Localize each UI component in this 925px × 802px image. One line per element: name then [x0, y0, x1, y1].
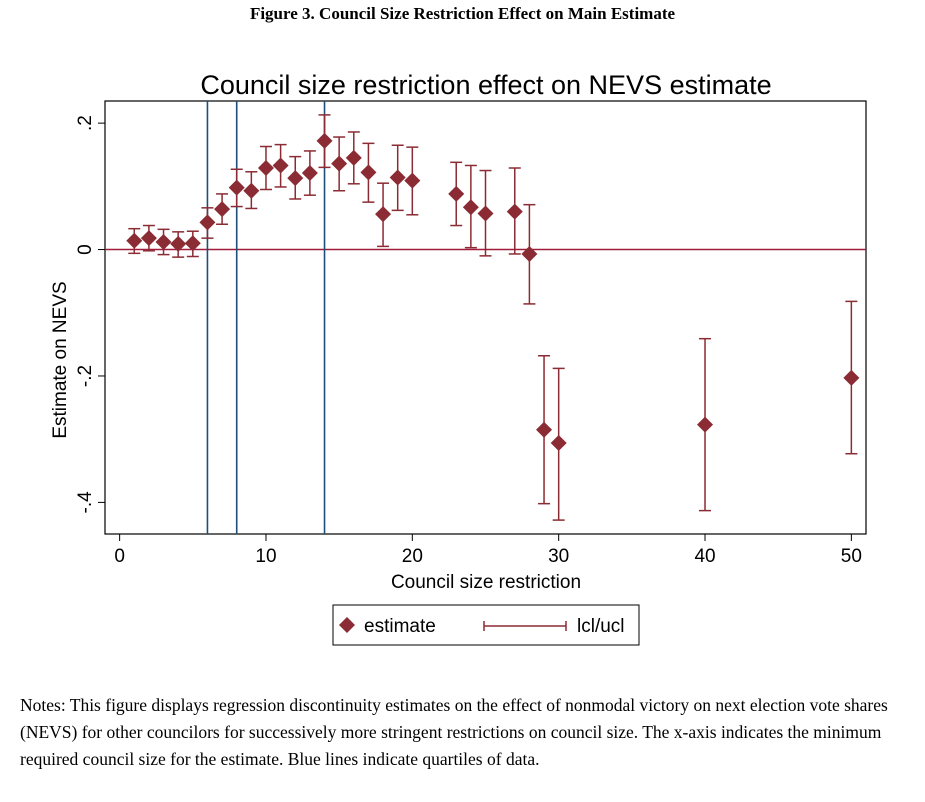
chart: Council size restriction effect on NEVS … [0, 40, 925, 650]
estimate-marker [228, 179, 245, 196]
y-tick-label: -.2 [75, 365, 96, 387]
y-tick-label: -.4 [75, 491, 96, 514]
estimate-marker [257, 160, 274, 177]
estimate-marker [184, 235, 201, 252]
estimate-marker [375, 206, 392, 223]
legend-estimate-label: estimate [364, 616, 436, 637]
estimate-marker [345, 149, 362, 166]
estimate-marker [126, 232, 143, 249]
estimate-marker [199, 214, 216, 231]
estimate-marker [389, 169, 406, 186]
estimate-marker [477, 205, 494, 222]
estimate-marker [360, 164, 377, 181]
estimate-marker [550, 434, 567, 451]
x-tick-label: 40 [694, 546, 715, 567]
estimate-marker [404, 172, 421, 189]
estimate-marker [155, 233, 172, 250]
estimate-marker [843, 369, 860, 386]
plot-frame [104, 100, 867, 535]
estimate-marker [506, 203, 523, 220]
estimate-marker [287, 170, 304, 187]
x-tick-label: 30 [548, 546, 569, 567]
x-tick-label: 50 [841, 546, 862, 567]
figure-notes: Notes: This figure displays regression d… [20, 695, 888, 769]
estimate-marker [301, 165, 318, 182]
figure-caption: Figure 3. Council Size Restriction Effec… [249, 4, 676, 23]
legend-estimate-marker [339, 617, 355, 633]
chart-title: Council size restriction effect on NEVS … [200, 70, 771, 100]
legend-box [332, 604, 640, 646]
y-tick-label: .2 [75, 115, 96, 131]
legend-ci-label: lcl/ucl [577, 616, 625, 637]
plot-area: 0 10 20 30 40 50 .2 0 -.2 -.4 [75, 100, 867, 567]
x-tick-label: 0 [114, 546, 125, 567]
x-tick-label: 20 [402, 546, 423, 567]
estimate-marker [536, 421, 553, 438]
y-axis-label: Estimate on NEVS [50, 281, 71, 438]
legend: estimate lcl/ucl [332, 604, 640, 646]
y-tick-label: 0 [75, 244, 96, 255]
estimate-marker [243, 182, 260, 199]
estimate-marker [214, 201, 231, 218]
estimate-marker [521, 245, 538, 262]
estimate-marker [316, 132, 333, 149]
estimate-marker [331, 155, 348, 172]
estimate-marker [140, 230, 157, 247]
x-tick-label: 10 [255, 546, 276, 567]
estimate-marker [697, 416, 714, 433]
estimate-marker [462, 199, 479, 216]
estimate-marker [170, 235, 187, 252]
estimate-marker [272, 157, 289, 174]
estimate-marker [448, 185, 465, 202]
x-axis-label: Council size restriction [391, 572, 581, 593]
